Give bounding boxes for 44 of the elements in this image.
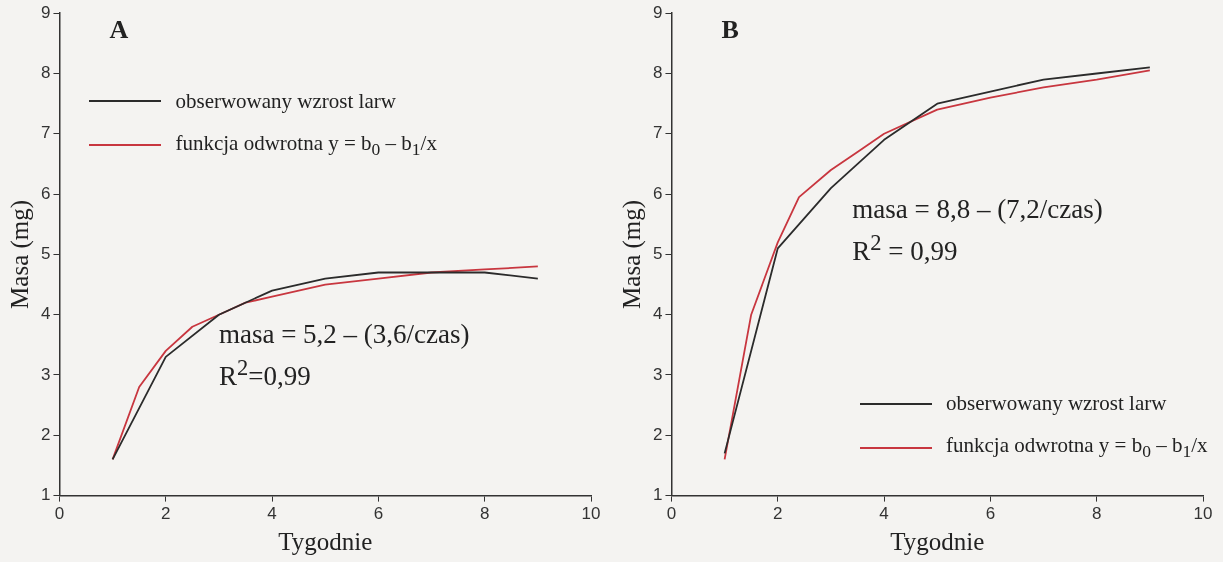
- annotation: masa = 5,2 – (3,6/czas): [218, 318, 470, 352]
- y-tick-label: 6: [40, 183, 51, 203]
- y-tick-label: 3: [652, 364, 663, 384]
- y-tick-label: 5: [40, 244, 51, 264]
- y-tick-label: 9: [652, 2, 663, 22]
- x-tick-label: 8: [479, 504, 490, 524]
- y-tick-label: 8: [652, 63, 663, 83]
- x-tick-label: 8: [1091, 504, 1102, 524]
- annotation: masa = 8,8 – (7,2/czas): [852, 192, 1103, 226]
- y-tick-label: 2: [40, 424, 51, 444]
- x-tick-label: 0: [666, 504, 677, 524]
- legend-label: obserwowany wzrost larw: [946, 391, 1167, 417]
- x-tick-label: 0: [54, 504, 65, 524]
- y-tick-label: 9: [40, 2, 51, 22]
- x-axis-title: Tygodnie: [278, 527, 373, 555]
- x-tick-label: 10: [581, 504, 601, 524]
- legend-label: funkcja odwrotna y = b$_{0}$ – b$_{1}$/x: [946, 433, 1208, 463]
- y-tick-label: 1: [40, 485, 51, 505]
- y-tick-label: 5: [652, 244, 663, 264]
- legend-label: funkcja odwrotna y = b$_{0}$ – b$_{1}$/x: [175, 130, 437, 160]
- y-tick-label: 6: [652, 183, 663, 203]
- x-tick-label: 2: [773, 504, 783, 524]
- y-tick-label: 8: [40, 63, 51, 83]
- x-axis-title: Tygodnie: [890, 527, 985, 555]
- legend-label: obserwowany wzrost larw: [175, 88, 396, 114]
- x-tick-label: 4: [267, 504, 277, 524]
- x-tick-label: 4: [879, 504, 889, 524]
- y-tick-label: 1: [652, 485, 663, 505]
- y-tick-label: 4: [40, 304, 51, 324]
- chart-title: A: [109, 15, 129, 46]
- y-tick-label: 7: [40, 123, 51, 143]
- y-axis-title: Masa (mg): [5, 199, 34, 309]
- x-tick-label: 6: [373, 504, 384, 524]
- x-tick-label: 6: [985, 504, 996, 524]
- y-tick-label: 3: [40, 364, 51, 384]
- y-axis-title: Masa (mg): [617, 199, 646, 309]
- y-tick-label: 4: [652, 304, 663, 324]
- x-tick-label: 2: [161, 504, 171, 524]
- x-tick-label: 10: [1193, 504, 1213, 524]
- chart-title: B: [721, 15, 739, 46]
- annotation: R$^{2}$ = 0,99: [852, 228, 959, 268]
- y-tick-label: 7: [652, 123, 663, 143]
- y-tick-label: 2: [652, 424, 663, 444]
- annotation: R$^{2}$=0,99: [218, 354, 312, 394]
